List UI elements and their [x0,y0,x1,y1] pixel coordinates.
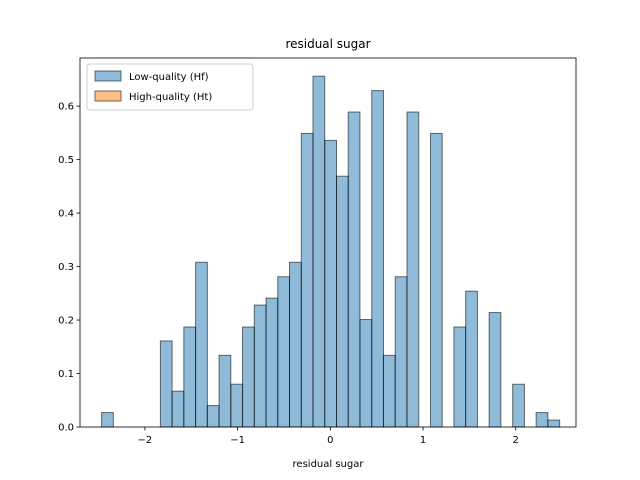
legend-swatch-1 [94,90,122,102]
legend-swatch-0 [94,70,122,82]
bar-0-18 [359,319,373,428]
bar-0-19 [371,90,385,428]
y-tick-label: 0.2 [58,316,74,327]
bar-0-23 [429,132,443,428]
bar-0-0 [101,412,114,428]
y-tick-label: 0.0 [58,423,74,434]
bar-0-10 [265,297,279,428]
y-tick-label: 0.6 [58,102,74,113]
chart-title: residual sugar [285,37,370,51]
legend-box [86,63,254,111]
x-tick-label: 1 [420,435,426,446]
bar-0-13 [300,132,314,428]
bar-0-5 [206,405,220,428]
bar-0-11 [277,276,290,428]
bar-0-1 [159,340,173,428]
bar-0-8 [242,326,255,428]
bar-0-4 [195,261,208,428]
y-tick-label: 0.1 [58,369,74,380]
bar-0-6 [218,354,232,428]
bar-0-16 [336,175,349,428]
bar-0-14 [312,75,326,428]
bar-0-26 [488,312,502,428]
y-tick-label: 0.3 [58,262,74,273]
y-tick-label: 0.5 [58,155,74,166]
bar-0-9 [253,304,267,428]
bar-0-12 [289,261,302,428]
bar-0-15 [324,139,338,428]
bar-0-2 [171,390,185,428]
bar-0-25 [465,290,478,428]
y-tick-label: 0.4 [58,209,74,220]
x-tick-label: 0 [327,435,333,446]
y-axis-ticks: 0.0 0.1 0.2 0.3 0.4 0.5 0.6 [58,102,80,434]
bar-0-20 [382,354,396,428]
bar-0-24 [453,326,467,428]
legend-label-1: High-quality (Ht) [129,92,212,103]
legend: Low-quality (Hf) High-quality (Ht) [86,63,254,111]
x-axis-label: residual sugar [293,459,365,470]
bar-0-27 [512,383,525,428]
x-tick-label: 2 [513,435,519,446]
x-tick-label: −2 [138,435,153,446]
plot-area-frame [79,57,577,428]
bar-0-7 [230,383,244,428]
bar-0-22 [406,111,420,428]
legend-label-0: Low-quality (Hf) [129,72,209,83]
x-tick-label: −1 [230,435,245,446]
bar-0-3 [183,326,197,428]
bar-0-17 [347,111,361,428]
x-axis-ticks: −2 −1 0 1 2 [138,427,519,446]
bar-0-28 [535,412,549,428]
bar-0-21 [394,276,408,428]
bar-0-29 [547,419,561,428]
